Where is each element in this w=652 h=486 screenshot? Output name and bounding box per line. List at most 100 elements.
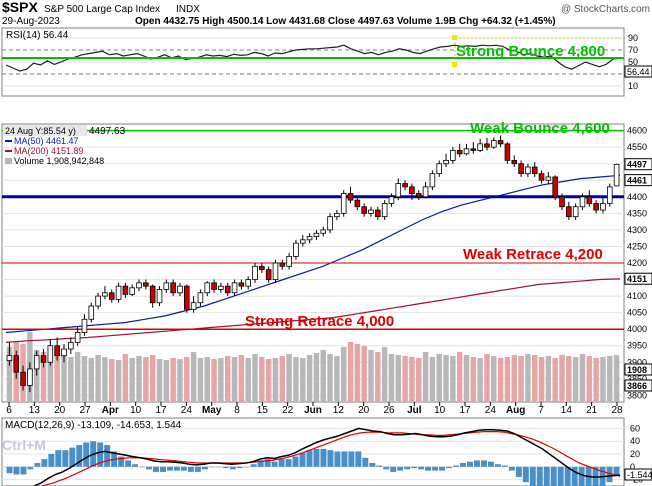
- macd-hist-bar: [208, 466, 215, 468]
- price-tick-label: 4050: [627, 308, 647, 318]
- candle-body: [450, 150, 456, 161]
- rsi-current-badge: [624, 65, 652, 78]
- candle-body: [422, 186, 429, 198]
- candle-body: [347, 193, 354, 201]
- candle-body: [327, 216, 333, 231]
- price-tick-label: 4550: [627, 142, 647, 152]
- date-tick-label: 28: [611, 405, 623, 416]
- candle-body: [143, 282, 149, 287]
- volume-bar: [327, 354, 333, 402]
- candle-body: [286, 255, 292, 267]
- candle-body: [33, 355, 40, 370]
- volume-bar: [115, 360, 122, 402]
- candle-body: [545, 176, 552, 181]
- candle-body: [204, 282, 211, 294]
- volume-bar: [286, 354, 292, 402]
- price-badge: [624, 158, 652, 171]
- date-tick-label: 15: [257, 405, 269, 416]
- date-tick-label: Aug: [506, 405, 525, 416]
- volume-bar: [395, 355, 402, 402]
- chart-date: 29-Aug-2023: [2, 16, 60, 27]
- candle-body: [47, 345, 54, 363]
- rsi-axis: 9070503010: [628, 33, 638, 91]
- macd-hist-bar: [264, 459, 271, 467]
- date-tick-label: 8: [234, 405, 240, 416]
- candle-body: [409, 186, 415, 194]
- candle-body: [600, 203, 606, 211]
- macd-hist-bar: [146, 466, 153, 470]
- price-badge-value: 3866: [627, 381, 647, 391]
- candle-body: [224, 285, 231, 294]
- volume-bar: [163, 360, 170, 402]
- candle-body: [368, 209, 374, 214]
- volume-bar: [470, 357, 477, 402]
- macd-hist-bar: [404, 466, 411, 470]
- candle-body: [13, 355, 20, 373]
- volume-bar: [313, 353, 320, 402]
- macd-hist-bar: [160, 466, 166, 472]
- macd-hist-bar: [564, 466, 571, 486]
- volume-bar: [300, 358, 306, 402]
- volume-bar: [381, 347, 388, 402]
- macd-hist-bar: [180, 466, 187, 471]
- legend-date: 24 Aug Y:85.54 y): [5, 126, 76, 136]
- candle-body: [156, 289, 163, 304]
- volume-bar: [409, 357, 415, 402]
- macd-hist-bar: [34, 462, 41, 467]
- price-tick-label: 3800: [627, 390, 647, 400]
- legend-price: 4497.63: [89, 126, 126, 137]
- legend-date-bg: [3, 125, 87, 136]
- price-tick-label: 3900: [627, 357, 647, 367]
- volume-bar: [143, 357, 149, 402]
- legend-ma200: MA(200) 4151.89: [14, 146, 84, 156]
- price-badge-value: 4497: [627, 160, 647, 170]
- candle-body: [552, 176, 558, 198]
- price-tick-label: 4600: [627, 126, 647, 136]
- volume-bar: [218, 358, 224, 402]
- volume-bar: [416, 358, 422, 402]
- weak-retrace-label: Weak Retrace 4,200: [463, 246, 603, 263]
- macd-hist-bar: [550, 466, 557, 486]
- volume-bar: [102, 357, 108, 402]
- date-tick-label: 20: [54, 405, 66, 416]
- candlesticks: [6, 135, 620, 393]
- date-tick-label: Apr: [102, 405, 119, 416]
- candle-body: [429, 173, 436, 188]
- ma50-swatch: [5, 140, 12, 142]
- macd-hist-bar: [20, 466, 27, 475]
- candle-body: [470, 148, 477, 151]
- macd-hist-bar: [334, 451, 341, 467]
- macd-hist-bar: [13, 466, 20, 475]
- volume-bar: [122, 354, 129, 402]
- date-tick-label: 24: [181, 405, 193, 416]
- macd-hist-bar: [125, 460, 132, 467]
- macd-hist-bar: [76, 445, 83, 467]
- candle-body: [231, 282, 238, 294]
- candle-body: [27, 368, 33, 386]
- volume-bar: [184, 357, 190, 402]
- date-tick-label: 14: [561, 405, 573, 416]
- macd-hist-bar: [508, 466, 515, 471]
- volume-bar: [238, 355, 245, 402]
- candle-body: [456, 150, 463, 155]
- candle-body: [95, 295, 101, 307]
- volume-bar: [450, 356, 456, 402]
- candle-body: [320, 229, 327, 234]
- price-badge: [624, 379, 652, 392]
- candle-body: [375, 209, 381, 218]
- macd-hist-bar: [397, 466, 404, 471]
- macd-hist-bar: [390, 466, 397, 472]
- date-tick-label: 10: [434, 405, 446, 416]
- rsi-current-value: 56.44: [627, 67, 650, 77]
- exchange-label: INDX: [176, 4, 200, 15]
- macd-hist-bar: [83, 442, 90, 467]
- rsi-panel: 9070503010 RSI(14) 56.44 Strong Bounce 4…: [1, 27, 652, 97]
- candle-body: [497, 140, 504, 145]
- quote-line: Open 4432.75 High 4500.14 Low 4431.68 Cl…: [135, 16, 556, 27]
- candle-body: [190, 302, 197, 310]
- candle-body: [149, 285, 156, 304]
- price-tick-label: 4300: [627, 225, 647, 235]
- candle-body: [68, 342, 74, 350]
- candle-body: [238, 282, 245, 287]
- volume-bar: [33, 350, 40, 402]
